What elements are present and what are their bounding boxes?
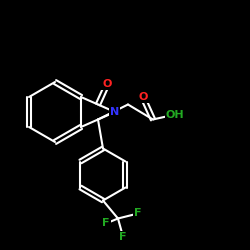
Text: O: O (102, 80, 112, 90)
Text: N: N (110, 107, 120, 117)
Text: OH: OH (166, 110, 184, 120)
Text: O: O (138, 92, 148, 102)
Text: F: F (102, 218, 110, 228)
Text: F: F (134, 208, 142, 218)
Text: F: F (119, 232, 127, 241)
